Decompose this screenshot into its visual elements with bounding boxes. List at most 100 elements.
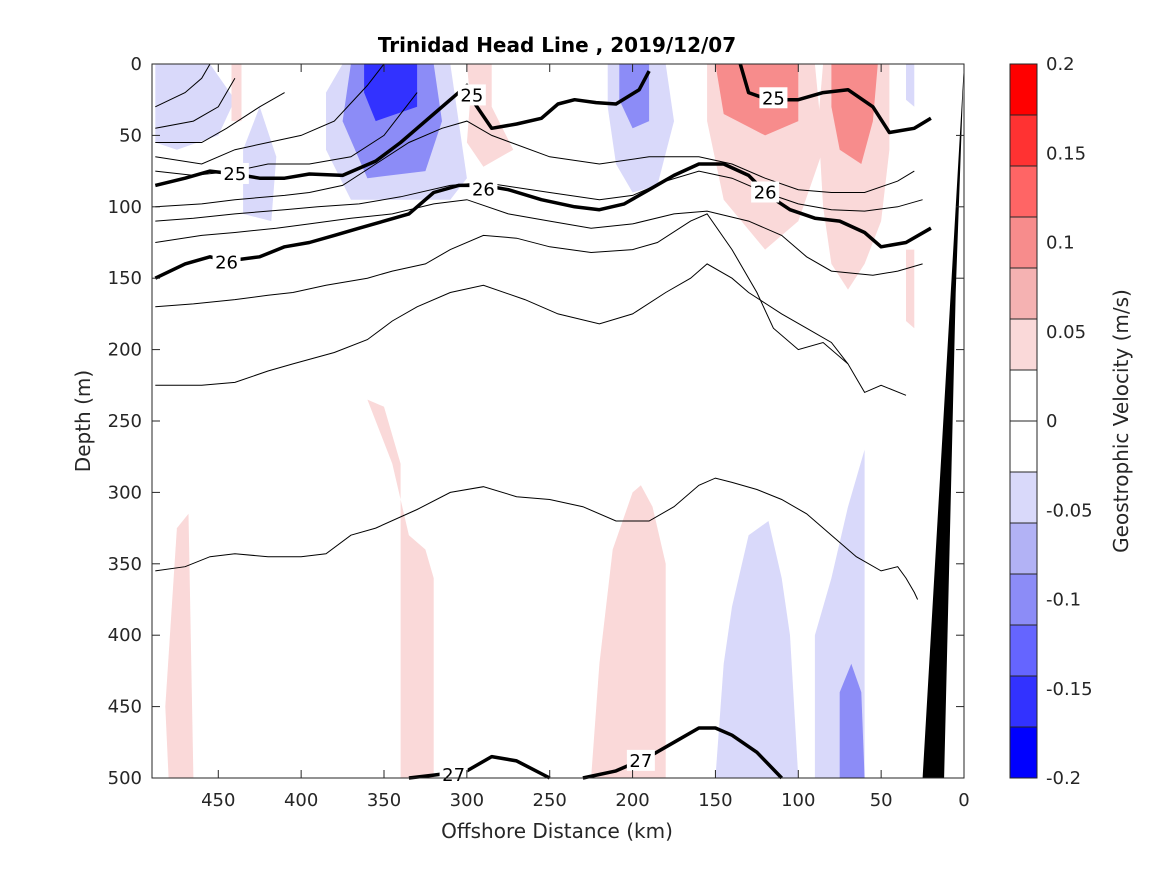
contour-label-3: 26 [472,180,495,201]
density-contour-thin-2 [155,92,285,143]
chart-title: Trinidad Head Line , 2019/12/07 [378,33,736,57]
colorbar-segment-7 [1010,421,1037,472]
contour-label-5: 26 [215,252,238,273]
colorbar-tick-label-2: 0.1 [1046,233,1075,254]
density-contour-thin-1 [155,78,236,129]
colorbar-tick-label-8: -0.2 [1046,768,1081,789]
northward-velocity-region-14 [906,249,915,329]
x-tick-label-0: 450 [201,790,235,811]
colorbar-tick-label-4: 0 [1046,411,1057,432]
colorbar-frame [1009,63,1038,779]
x-tick-label-6: 150 [698,790,732,811]
contour-label-bg-3 [469,178,498,200]
southward-velocity-region-6 [619,64,650,129]
density-contour-thin-0 [155,63,211,108]
colorbar-tick-label-0: 0.2 [1046,54,1075,75]
density-contour-thin-10 [155,477,919,600]
contour-label-layer: 25 25 25 26 26 26 27 27 [212,84,788,786]
x-tick-label-7: 100 [781,790,815,811]
contour-label-bg-5 [212,251,241,273]
y-tick-label-0: 0 [131,54,142,75]
colorbar-label: Geostrophic Velocity (m/s) [1109,289,1133,553]
colorbar-ticks: 0.2 0.15 0.1 0.05 0 -0.05 -0.1 -0.15 -0.2 [1046,54,1093,789]
density-contour-thin-6 [155,170,923,222]
colorbar-segment-1 [1010,115,1037,166]
contour-label-7: 27 [629,751,652,772]
y-tick-label-2: 100 [108,197,142,218]
density-contour-thin-5 [155,120,915,208]
x-axis-ticks: 450 400 350 300 250 200 150 100 50 0 [201,64,970,811]
colorbar-segment-10 [1010,574,1037,625]
contour-label-1: 25 [460,85,483,106]
density-contour-thin-8 [155,213,907,396]
colorbar-tick-label-6: -0.1 [1046,590,1081,611]
y-axis-label: Depth (m) [71,370,95,472]
northward-velocity-region-15 [165,513,194,778]
density-contour-thin-3 [155,63,385,165]
y-tick-label-5: 250 [108,411,142,432]
y-tick-label-7: 350 [108,554,142,575]
colorbar-segment-3 [1010,217,1037,268]
y-tick-label-6: 300 [108,482,142,503]
northward-velocity-region-16 [367,399,434,778]
x-tick-label-8: 50 [870,790,893,811]
colorbar-segment-0 [1010,64,1037,115]
density-contour-thin-7 [155,199,923,276]
y-axis-ticks: 0 50 100 150 200 250 300 350 400 450 500 [108,54,964,789]
northward-velocity-region-17 [591,485,666,778]
southward-velocity-region-0 [155,64,235,150]
contour-label-2: 25 [762,88,785,109]
y-tick-label-8: 400 [108,625,142,646]
contour-label-bg-0 [220,162,249,184]
x-axis-label: Offshore Distance (km) [441,819,673,843]
x-tick-label-2: 350 [367,790,401,811]
density-contour-25-1 [738,63,932,135]
contour-label-bg-4 [751,181,780,203]
colorbar-segment-11 [1010,625,1037,676]
y-tick-label-10: 500 [108,768,142,789]
plot-area: 25 25 25 26 26 26 27 27 [151,63,965,786]
density-contour-26-2 [154,162,932,280]
colorbar-tick-label-3: 0.05 [1046,322,1086,343]
southward-velocity-region-1 [243,106,277,222]
x-tick-label-5: 200 [615,790,649,811]
colorbar-segment-9 [1010,523,1037,574]
colorbar-segment-2 [1010,166,1037,217]
colorbar-segment-6 [1010,370,1037,421]
x-tick-label-9: 0 [958,790,969,811]
southward-velocity-region-18 [715,521,799,778]
contour-label-bg-6 [439,764,468,786]
contour-label-0: 25 [223,164,246,185]
southward-velocity-region-7 [906,64,915,107]
y-tick-label-1: 50 [119,125,142,146]
x-tick-label-1: 400 [284,790,318,811]
contour-label-bg-1 [457,84,486,106]
colorbar-tick-label-7: -0.15 [1046,679,1093,700]
northward-velocity-region-11 [715,64,799,136]
colorbar-segment-12 [1010,676,1037,727]
contour-label-bg-2 [759,87,788,109]
y-tick-label-9: 450 [108,697,142,718]
colorbar-segment-8 [1010,472,1037,523]
y-tick-label-4: 200 [108,340,142,361]
colorbar-tick-label-5: -0.05 [1046,500,1093,521]
density-contour-thin-9 [155,263,849,386]
density-contours-thin [155,63,923,600]
y-tick-label-3: 150 [108,268,142,289]
contour-label-4: 26 [754,183,777,204]
contour-label-bg-7 [626,749,655,771]
density-contour-27-3 [408,754,551,780]
x-tick-label-4: 250 [533,790,567,811]
southward-velocity-region-20 [839,663,865,778]
southward-velocity-region-4 [364,64,418,122]
colorbar-segment-5 [1010,319,1037,370]
colorbar [1009,63,1038,779]
colorbar-segment-4 [1010,268,1037,319]
contour-label-6: 27 [442,765,465,786]
x-tick-label-3: 300 [450,790,484,811]
colorbar-tick-label-1: 0.15 [1046,143,1086,164]
bathymetry [922,64,964,778]
colorbar-segment-13 [1010,727,1037,778]
northward-velocity-region-9 [231,64,242,122]
